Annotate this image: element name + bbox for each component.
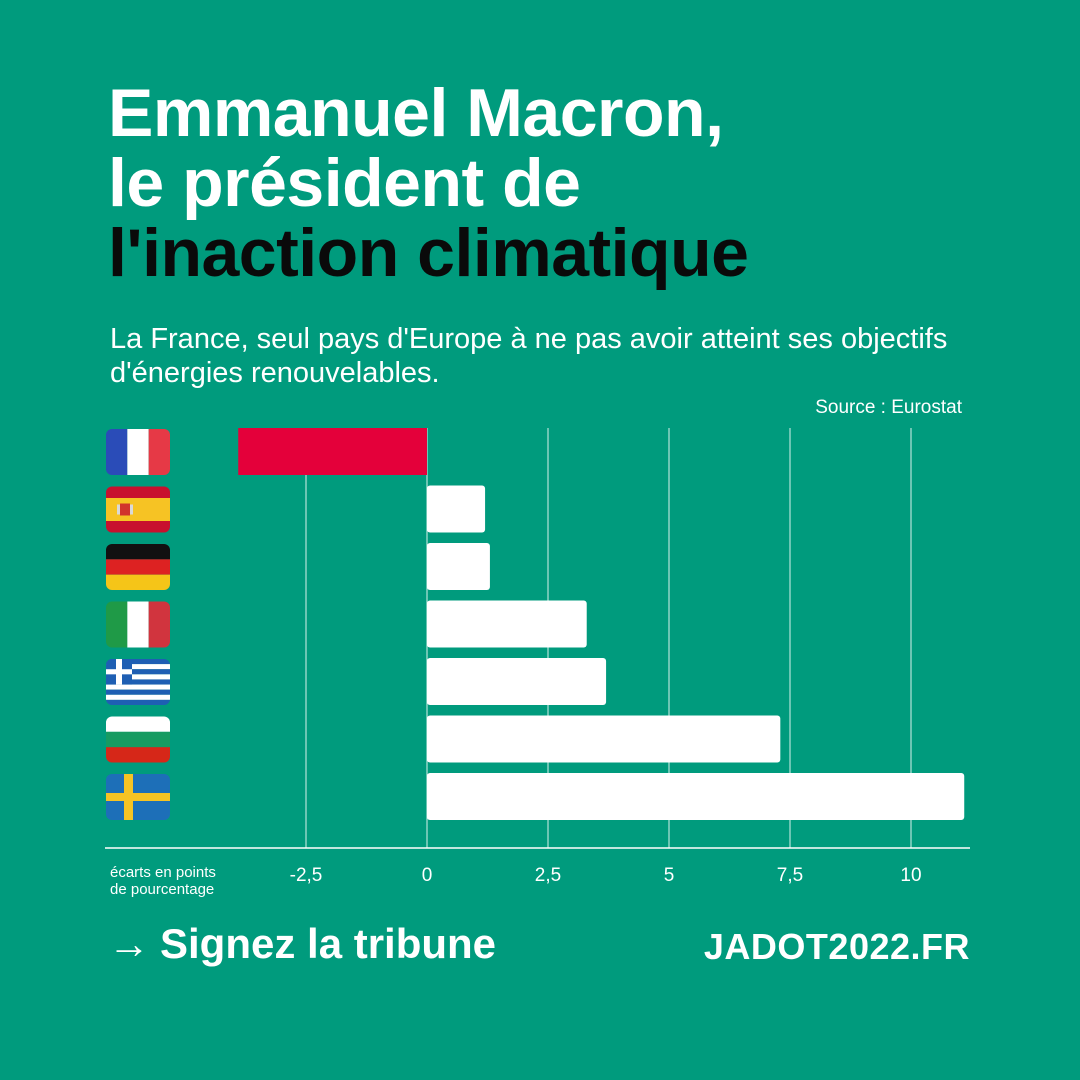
x-tick-label: 5	[664, 865, 675, 886]
flag-sweden-icon	[106, 774, 170, 820]
headline-line-3: l'inaction climatique	[108, 215, 749, 291]
flag-spain-icon	[106, 486, 170, 533]
flag-france-icon	[106, 429, 170, 475]
flag-greece-icon	[106, 659, 170, 705]
flag-italy-icon	[106, 601, 170, 648]
headline-line-1: Emmanuel Macron,	[108, 75, 724, 151]
x-tick-label: 0	[422, 865, 433, 886]
sign-petition-link[interactable]: → Signez la tribune	[108, 920, 496, 968]
bar-germany	[427, 543, 490, 590]
x-tick-label: 10	[900, 865, 921, 886]
source-label: Source : Eurostat	[815, 397, 962, 418]
flag-germany-icon	[106, 544, 170, 590]
x-axis-label-line-2: de pourcentage	[110, 881, 214, 898]
x-axis-label-line-1: écarts en points	[110, 864, 216, 881]
bar-italy	[427, 600, 587, 648]
bar-bulgaria	[427, 715, 781, 763]
bar-sweden	[427, 773, 965, 820]
flags	[106, 429, 170, 820]
x-tick-labels: -2,5 0 2,5 5 7,5 10	[290, 865, 922, 886]
bar-france	[238, 428, 427, 475]
bar-greece	[427, 658, 607, 705]
bar-spain	[427, 485, 486, 533]
arrow-right-icon: →	[108, 920, 150, 967]
sign-petition-label: Signez la tribune	[160, 920, 497, 967]
headline: Emmanuel Macron, le président de l'inact…	[108, 75, 749, 291]
subtitle: La France, seul pays d'Europe à ne pas a…	[110, 323, 948, 389]
flag-bulgaria-icon	[106, 716, 170, 763]
headline-line-2: le président de	[108, 145, 581, 221]
x-tick-label: -2,5	[290, 865, 323, 886]
x-tick-label: 2,5	[535, 865, 561, 886]
bars	[238, 428, 965, 820]
site-url[interactable]: JADOT2022.FR	[703, 926, 970, 967]
x-tick-label: 7,5	[777, 865, 803, 886]
